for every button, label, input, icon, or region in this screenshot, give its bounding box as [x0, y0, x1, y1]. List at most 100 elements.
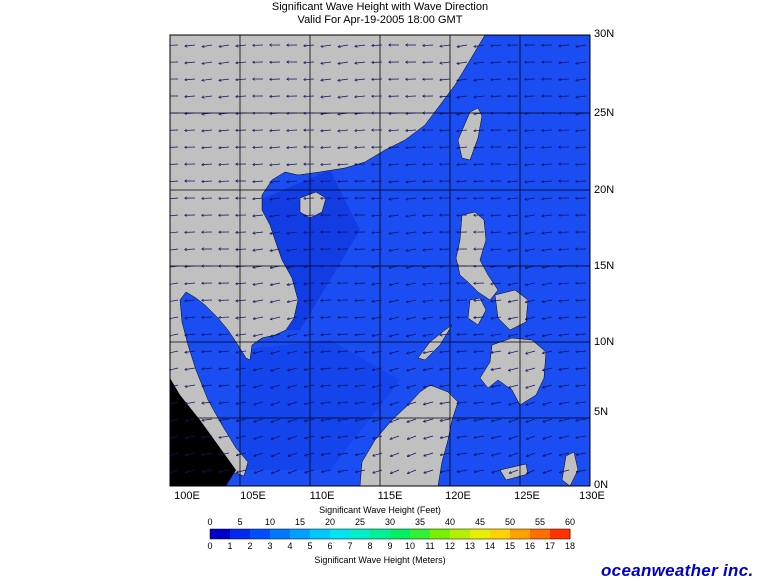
wave-arrow [236, 113, 247, 114]
wave-arrow [219, 181, 230, 182]
wave-arrow [389, 147, 400, 148]
wave-arrow [202, 61, 213, 64]
wave-arrow [525, 214, 536, 216]
wave-arrow [236, 62, 247, 63]
wave-arrow [170, 249, 179, 250]
wave-arrow [509, 401, 519, 405]
wave-arrow [542, 181, 553, 182]
colorbar-meter-label: 14 [484, 541, 495, 551]
wave-arrow [508, 248, 519, 250]
wave-arrow [338, 78, 349, 80]
wave-arrow [510, 469, 519, 473]
wave-arrow [407, 384, 417, 388]
wave-arrow [373, 469, 383, 473]
wave-arrow [492, 435, 502, 438]
wave-arrow [338, 368, 349, 369]
wave-arrow [407, 299, 417, 302]
wave-arrow [424, 384, 434, 387]
wave-arrow [576, 130, 587, 131]
wave-arrow [321, 164, 332, 165]
wave-arrow [423, 232, 434, 233]
wave-arrow [355, 62, 366, 63]
colorbar-swatch [490, 529, 511, 539]
wave-arrow [202, 113, 213, 114]
chart-title: Significant Wave Height with Wave Direct… [271, 1, 489, 13]
colorbar-swatch [470, 529, 491, 539]
wave-arrow [474, 61, 485, 63]
wave-arrow [253, 181, 264, 182]
wave-arrow [287, 198, 298, 199]
wave-arrow [440, 62, 451, 63]
wave-arrow [338, 164, 349, 165]
wave-arrow [253, 282, 264, 285]
wave-arrow [526, 316, 536, 319]
wave-arrow [170, 181, 179, 182]
colorbar-swatch [390, 529, 411, 539]
wave-arrow [543, 350, 553, 353]
wave-arrow [236, 96, 247, 97]
wave-arrow [219, 44, 230, 47]
colorbar-meter-label: 5 [307, 541, 313, 551]
wave-arrow [559, 266, 570, 267]
wave-arrow [407, 282, 417, 285]
wave-arrow [407, 333, 417, 336]
wave-arrow [391, 452, 400, 456]
wave-arrow [474, 79, 485, 80]
wave-arrow [287, 181, 298, 182]
wave-arrow [185, 62, 196, 63]
wave-arrow [576, 61, 587, 64]
wave-arrow [185, 249, 196, 250]
wave-arrow [287, 265, 298, 268]
wave-arrow [406, 265, 417, 268]
wave-arrow [457, 198, 468, 199]
wave-arrow [457, 334, 468, 335]
wave-arrow [424, 401, 434, 404]
wave-arrow [338, 435, 349, 437]
wave-arrow [406, 113, 417, 114]
wave-arrow [288, 435, 298, 439]
wave-arrow [321, 435, 332, 438]
colorbar-feet-label: 55 [534, 517, 545, 527]
wave-arrow [219, 334, 230, 335]
colorbar-feet-label: 15 [294, 517, 305, 527]
wave-arrow [559, 62, 570, 63]
colorbar-meters-title: Significant Wave Height (Meters) [314, 555, 446, 565]
wave-arrow [559, 333, 570, 335]
wave-arrow [457, 44, 468, 47]
wave-arrow [559, 249, 570, 250]
wave-arrow [356, 469, 366, 472]
wave-arrow [236, 283, 247, 284]
wave-arrow [356, 452, 366, 455]
wave-arrow [424, 418, 434, 422]
colorbar-swatch [330, 529, 351, 539]
colorbar-meter-label: 2 [247, 541, 253, 551]
wave-arrow [372, 299, 383, 301]
wave-arrow [237, 418, 247, 421]
wave-arrow [355, 351, 366, 352]
colorbar-meter-label: 8 [367, 541, 373, 551]
wave-arrow [440, 130, 451, 131]
colorbar-feet-label: 25 [354, 517, 365, 527]
wave-arrow [185, 334, 196, 335]
wave-arrow [508, 130, 519, 131]
wave-arrow [576, 317, 587, 318]
wave-arrow [424, 469, 434, 473]
wave-arrow [170, 282, 179, 285]
wave-arrow [236, 334, 247, 335]
wave-arrow [254, 384, 264, 387]
wave-arrow [338, 44, 349, 47]
wave-arrow [271, 316, 281, 319]
wave-arrow [202, 317, 213, 318]
colorbar-swatch [410, 529, 431, 539]
colorbar-meter-label: 18 [564, 541, 575, 551]
wave-arrow [254, 469, 264, 473]
wave-arrow [389, 198, 400, 199]
wave-arrow [457, 469, 468, 472]
colorbar-feet-label: 40 [444, 517, 455, 527]
wave-arrow [576, 113, 587, 114]
wave-arrow [338, 95, 349, 97]
wave-arrow [338, 402, 349, 403]
wave-arrow [542, 215, 553, 216]
wave-arrow [272, 435, 281, 439]
wave-arrow [576, 147, 587, 148]
